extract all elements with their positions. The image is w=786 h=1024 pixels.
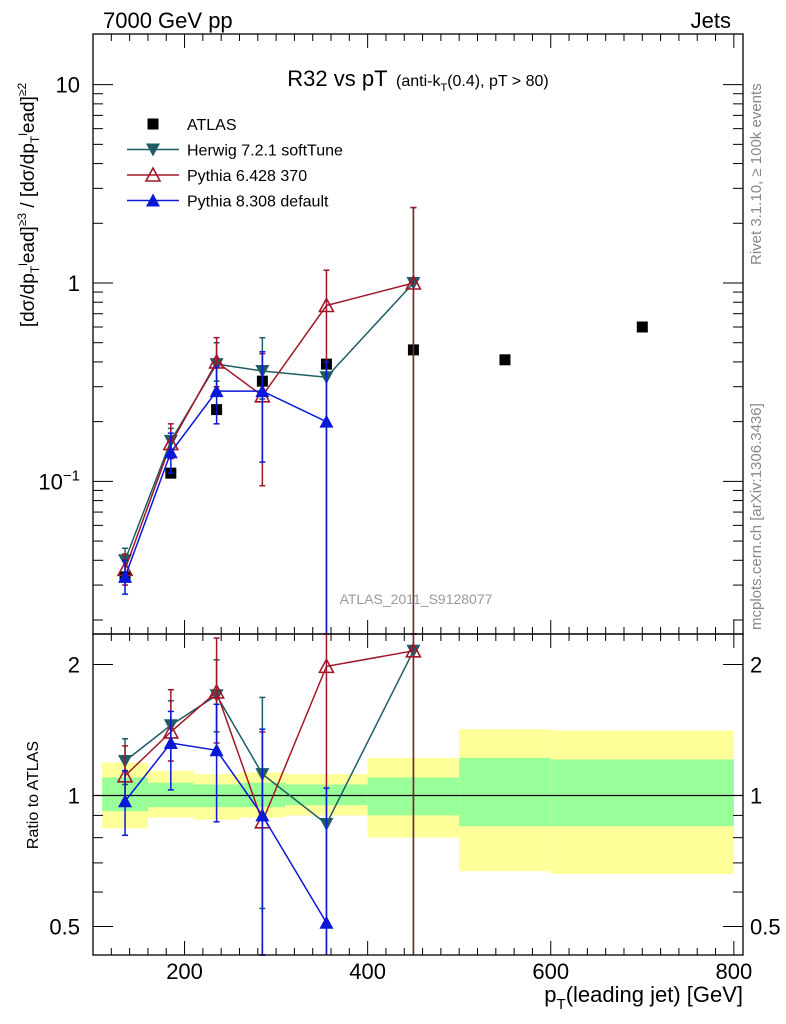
main-ytick-label-base: 10 [38,469,62,494]
chart-title-sub: (anti-k [396,73,441,90]
legend-entry-2: Pythia 6.428 370 [127,166,307,185]
ratio-point-2-0 [118,794,133,808]
legend: ATLAS Herwig 7.2.1 softTune Pythia 6.428 3… [127,117,343,211]
ratio-series-2 [118,703,334,956]
chart-title-sub-rest: (0.4), pT > 80) [447,73,549,90]
chart-title: R32 vs pT (anti-kT(0.4), pT > 80) [287,66,548,94]
ratio-point-2-4 [319,915,334,929]
legend-label-0: ATLAS [187,117,237,134]
x-tick-label-400: 400 [349,959,386,984]
ratio-frame [92,633,744,956]
main-point-3-4 [319,414,334,428]
main-point-2-4 [318,296,335,313]
rivet-version-label: Rivet 3.1.10, ≥ 100k events [748,83,765,265]
main-point-3-3 [255,384,270,398]
ratio-point-2-1 [163,736,178,750]
legend-entry-1: Herwig 7.2.1 softTune [127,143,343,160]
ratio-point-1-2 [208,683,225,699]
main-y-axis-label: [dσ/dpTlead]≥3 / [dσ/dpTlead]≥2 [15,83,42,328]
main-line-2 [124,282,414,570]
main-point-3-0 [118,569,133,583]
legend-label-1: Herwig 7.2.1 softTune [187,143,343,160]
mcplots-label: mcplots.cern.ch [arXiv:1306.3436] [748,403,765,630]
ratio-line-0 [124,650,415,826]
header-left: 7000 GeV pp [103,8,233,33]
header-right: Jets [691,8,731,33]
main-point-0-6 [499,354,511,366]
ratio-ytick-label-right-0: 2 [750,652,762,677]
x-axis-label: pT(leading jet) [GeV] [544,982,743,1013]
ratio-panel-data [116,633,422,956]
x-axis-label-sub: T [557,996,566,1013]
main-point-3-2 [209,384,224,398]
main-panel-data [116,206,648,634]
band-inner-7 [550,759,734,827]
main-line-1 [124,282,414,561]
main-series-1 [118,206,421,634]
main-point-0-7 [636,321,648,333]
x-axis-label-rest: (leading jet) [GeV] [566,982,743,1007]
legend-entry-0: ATLAS [147,117,237,134]
ratio-point-2-2 [209,743,224,757]
ratio-point-2-3 [255,808,270,822]
main-series-3 [118,351,334,634]
ratio-point-1-5 [405,642,422,658]
x-tick-label-600: 600 [532,959,569,984]
legend-marker-0 [147,118,159,130]
main-ytick-label-exp: −1 [63,467,80,484]
main-point-3-1 [163,445,178,459]
legend-label-2: Pythia 6.428 370 [187,168,307,185]
ratio-y-axis-label: Ratio to ATLAS [25,741,42,849]
legend-entry-3: Pythia 8.308 default [127,193,329,211]
ratio-ytick-label-right-1: 1 [750,783,762,808]
ratio-ytick-label-right-2: 0.5 [750,914,781,939]
x-tick-label-800: 800 [715,959,752,984]
main-series-0 [119,321,648,583]
main-point-2-5 [405,274,422,290]
ratio-ytick-label-left-0: 2 [68,652,80,677]
main-series-2 [116,206,422,634]
x-axis-label-p: p [544,982,556,1007]
chart-title-main: R32 vs pT [287,66,387,91]
ratio-uncertainty-bands [93,729,743,875]
legend-marker-1 [146,143,160,157]
main-line-3 [124,390,327,578]
band-inner-6 [459,757,551,827]
legend-marker-3 [146,193,160,207]
chart-title-sub-k: T [440,82,447,94]
main-ytick-label-2: 10−1 [38,467,80,494]
legend-label-3: Pythia 8.308 default [187,194,329,211]
main-ytick-label-0: 10 [56,73,80,98]
ratio-ytick-label-left-2: 0.5 [49,914,80,939]
ratio-line-2 [124,742,328,924]
main-ytick-label-1: 1 [68,271,80,296]
analysis-watermark: ATLAS_2011_S9128077 [340,591,493,607]
ratio-line-1 [124,650,414,824]
ratio-point-1-4 [318,657,335,674]
legend-marker-2 [144,166,162,182]
ratio-ytick-label-left-1: 1 [68,783,80,808]
x-tick-label-200: 200 [166,959,203,984]
